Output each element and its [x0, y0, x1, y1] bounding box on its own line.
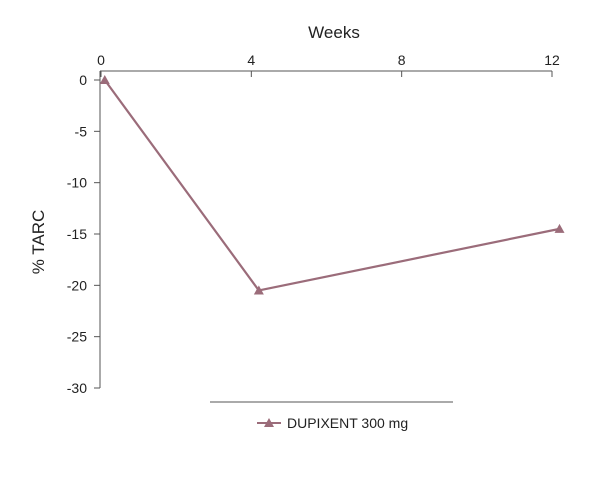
- data-point-marker: [99, 75, 110, 84]
- x-tick-label: 12: [544, 52, 560, 68]
- data-point-marker: [253, 285, 264, 295]
- x-axis: 0 4 8 12: [97, 52, 560, 77]
- y-tick-label: -5: [75, 123, 88, 139]
- x-tick-label: 8: [398, 52, 406, 68]
- data-point-marker: [554, 223, 565, 233]
- y-tick-label: -25: [67, 329, 87, 345]
- x-tick-label: 4: [247, 52, 255, 68]
- plot-area: [99, 75, 565, 295]
- legend: DUPIXENT 300 mg: [210, 401, 453, 431]
- y-tick-label: -20: [67, 277, 87, 293]
- x-tick-label: 0: [97, 52, 105, 68]
- y-axis-title: % TARC: [29, 210, 48, 275]
- y-axis: 0 -5 -10 -15 -20 -25 -30: [67, 71, 101, 396]
- series-line: [103, 79, 560, 292]
- legend-marker-swatch: [264, 418, 274, 427]
- x-axis-title: Weeks: [308, 23, 360, 42]
- y-tick-label: -30: [67, 380, 87, 396]
- y-tick-label: 0: [79, 72, 87, 88]
- legend-label: DUPIXENT 300 mg: [287, 415, 408, 431]
- y-tick-label: -15: [67, 226, 87, 242]
- y-tick-label: -10: [67, 175, 87, 191]
